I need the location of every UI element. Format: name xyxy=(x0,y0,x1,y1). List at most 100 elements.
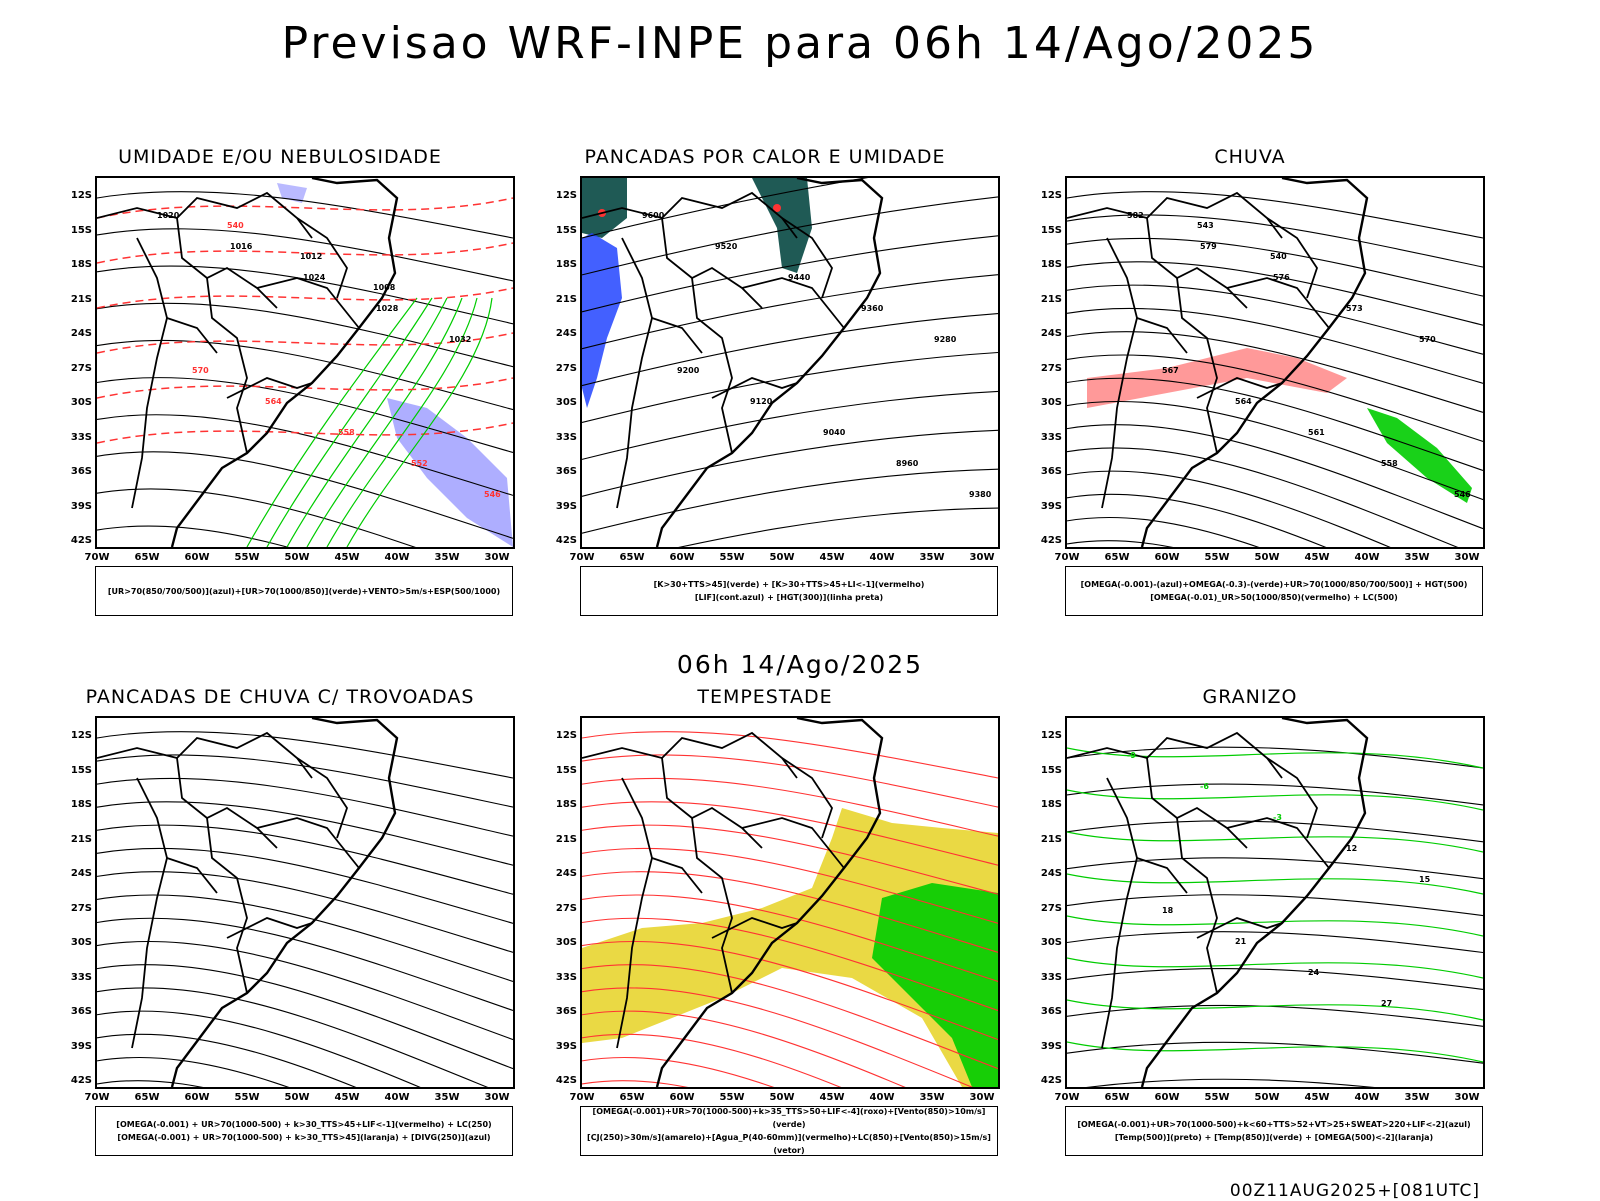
contour-label: 1024 xyxy=(303,273,326,282)
country-border xyxy=(176,757,278,849)
country-border xyxy=(1067,731,1283,779)
contour-label: 12 xyxy=(1346,844,1357,853)
contour-line xyxy=(97,302,513,368)
contour-line xyxy=(1067,1041,1483,1064)
contour-label: 561 xyxy=(1308,428,1325,437)
contour-line xyxy=(677,507,998,547)
lat-tick-label: 39S xyxy=(1040,1040,1062,1052)
legend-line: [LIF](cont.azul) + [HGT(300)](linha pret… xyxy=(694,593,884,602)
map-frame: 582 579 576 573 570 567 564 561 558 546 543 540 xyxy=(1065,176,1485,549)
lat-tick-label: 21S xyxy=(70,293,92,305)
contour-line xyxy=(1067,331,1483,413)
map-frame xyxy=(95,716,515,1089)
lat-tick-label: 27S xyxy=(70,902,92,914)
green-contour xyxy=(306,297,463,547)
panel-title: GRANIZO xyxy=(1202,686,1298,708)
green-shade xyxy=(1367,408,1472,503)
panel-title: UMIDADE E/OU NEBULOSIDADE xyxy=(118,146,442,168)
country-border xyxy=(1226,817,1330,869)
panel-title: CHUVA xyxy=(1214,146,1286,168)
contour-line xyxy=(1067,307,1483,384)
lon-tick-label: 60W xyxy=(184,552,210,563)
contour-label: 9120 xyxy=(750,397,773,406)
contour-line xyxy=(582,1010,906,1087)
panel-legend: [OMEGA(-0.001) + UR>70(1000-500) + k>30_… xyxy=(95,1106,513,1156)
country-border xyxy=(741,277,845,329)
contour-label: 540 xyxy=(227,221,244,230)
lon-tick-label: 40W xyxy=(1354,1092,1380,1103)
contour-line xyxy=(582,871,998,953)
country-border xyxy=(711,917,798,939)
lat-tick-label: 39S xyxy=(70,1040,92,1052)
lat-tick-label: 33S xyxy=(1040,431,1062,443)
country-border xyxy=(97,191,313,239)
contour-line xyxy=(97,894,513,982)
contour-line xyxy=(1067,931,1483,954)
country-border xyxy=(582,191,798,239)
contour-line xyxy=(97,940,513,1041)
contour-line xyxy=(1067,857,1483,880)
country-border xyxy=(97,731,313,779)
lon-tick-label: 70W xyxy=(84,1092,110,1103)
country-border xyxy=(1196,917,1283,939)
green-contour xyxy=(1067,831,1483,853)
contour-line xyxy=(97,488,416,547)
lat-tick-label: 15S xyxy=(70,224,92,236)
lat-tick-label: 33S xyxy=(1040,971,1062,983)
dashed-contour xyxy=(97,287,513,309)
green-contour xyxy=(266,297,433,547)
lon-tick-label: 55W xyxy=(1204,552,1230,563)
lat-tick-label: 27S xyxy=(70,362,92,374)
lat-tick-label: 39S xyxy=(555,1040,577,1052)
lon-tick-label: 55W xyxy=(234,552,260,563)
contour-line xyxy=(97,265,513,325)
contour-line xyxy=(582,390,998,460)
lat-tick-label: 27S xyxy=(1040,902,1062,914)
contour-label: 21 xyxy=(1235,937,1247,946)
contour-line xyxy=(1067,190,1483,239)
contour-line xyxy=(97,525,289,547)
contour-line xyxy=(1067,540,1173,547)
country-border xyxy=(1196,377,1283,399)
contour-line xyxy=(1067,447,1459,547)
lat-tick-label: 18S xyxy=(1040,259,1062,270)
contour-label: 1016 xyxy=(230,242,253,251)
country-border xyxy=(1266,217,1318,299)
coastline xyxy=(170,718,399,1087)
lon-tick-label: 35W xyxy=(1404,552,1430,563)
lon-tick-label: 60W xyxy=(184,1092,210,1103)
contour-label: 540 xyxy=(1270,252,1287,261)
lon-tick-label: 60W xyxy=(1154,1092,1180,1103)
country-border xyxy=(256,277,360,329)
contour-line xyxy=(582,1080,688,1087)
contour-label: 546 xyxy=(1454,490,1471,499)
country-border xyxy=(206,817,248,994)
legend-line: [CJ(250)>30m/s](amarelo)+[Agua_P(40-60mm… xyxy=(587,1133,991,1155)
contour-line xyxy=(97,964,513,1070)
contour-label: 24 xyxy=(1308,968,1320,977)
country-border xyxy=(166,317,218,354)
lat-tick-label: 30S xyxy=(555,937,577,948)
lon-tick-label: 30W xyxy=(1454,1092,1480,1103)
lat-tick-label: 21S xyxy=(555,293,577,305)
green-contour xyxy=(326,297,478,547)
legend-line: [UR>70(850/700/500)](azul)+[UR>70(1000/8… xyxy=(107,586,501,596)
lon-tick-label: 55W xyxy=(719,1092,745,1103)
lat-tick-label: 24S xyxy=(555,868,577,879)
contour-line xyxy=(97,451,513,539)
contour-label: 27 xyxy=(1381,999,1392,1008)
country-border xyxy=(206,277,248,454)
lat-tick-label: 30S xyxy=(70,937,92,948)
map-canvas: 9600 9520 9440 9360 9280 9200 9120 9040 8960 9380 xyxy=(582,178,998,547)
contour-label: 9200 xyxy=(677,366,700,375)
lon-tick-label: 35W xyxy=(919,552,945,563)
lat-tick-label: 27S xyxy=(555,902,577,914)
dashed-contour xyxy=(97,422,513,444)
map-canvas xyxy=(97,718,513,1087)
lat-tick-label: 21S xyxy=(1040,293,1062,305)
lon-tick-label: 40W xyxy=(1354,552,1380,563)
green-contour xyxy=(1067,957,1483,979)
contour-line xyxy=(582,847,998,924)
green-contour xyxy=(1067,873,1483,895)
lon-tick-label: 45W xyxy=(819,552,845,563)
